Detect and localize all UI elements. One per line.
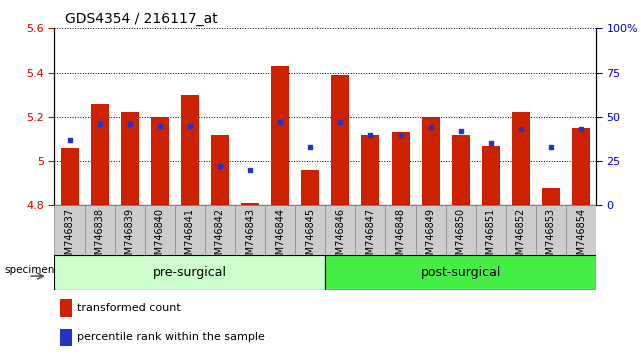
Bar (385, 205, 415, 255)
Text: GDS4354 / 216117_at: GDS4354 / 216117_at (65, 12, 218, 26)
Text: GSM746848: GSM746848 (395, 208, 406, 267)
Text: specimen: specimen (4, 265, 54, 275)
Bar (265, 205, 296, 255)
Text: GSM746853: GSM746853 (546, 208, 556, 267)
Text: GSM746843: GSM746843 (245, 208, 255, 267)
Text: GSM746837: GSM746837 (65, 208, 74, 267)
Bar (60, 329, 72, 346)
Bar (85, 205, 115, 255)
Bar (211, 135, 229, 205)
Bar (60, 148, 79, 205)
Bar (566, 205, 596, 255)
Text: GSM746841: GSM746841 (185, 208, 195, 267)
Text: GSM746845: GSM746845 (305, 208, 315, 267)
Bar (326, 205, 355, 255)
Text: GSM746839: GSM746839 (125, 208, 135, 267)
Bar (415, 205, 445, 255)
Text: percentile rank within the sample: percentile rank within the sample (77, 332, 265, 342)
Text: post-surgical: post-surgical (420, 266, 501, 279)
Bar (482, 145, 500, 205)
Bar (175, 205, 205, 255)
Bar (445, 205, 476, 255)
Bar (422, 117, 440, 205)
Bar (362, 135, 379, 205)
Bar (392, 132, 410, 205)
Bar (536, 205, 566, 255)
Text: GSM746852: GSM746852 (516, 208, 526, 267)
Bar (476, 205, 506, 255)
Bar (121, 113, 138, 205)
Bar (355, 205, 385, 255)
Bar (60, 299, 72, 317)
Bar (181, 95, 199, 205)
Bar (506, 205, 536, 255)
Bar (205, 205, 235, 255)
Text: GSM746850: GSM746850 (456, 208, 466, 267)
Bar (326, 255, 596, 290)
Bar (301, 170, 319, 205)
Text: GSM746847: GSM746847 (365, 208, 376, 267)
Text: GSM746844: GSM746844 (275, 208, 285, 267)
Bar (235, 205, 265, 255)
Bar (54, 255, 326, 290)
Bar (542, 188, 560, 205)
Bar (241, 203, 259, 205)
Bar (331, 75, 349, 205)
Text: pre-surgical: pre-surgical (153, 266, 227, 279)
Bar (115, 205, 145, 255)
Bar (296, 205, 326, 255)
Text: GSM746838: GSM746838 (95, 208, 104, 267)
Text: GSM746851: GSM746851 (486, 208, 495, 267)
Text: transformed count: transformed count (77, 303, 181, 313)
Bar (145, 205, 175, 255)
Text: GSM746854: GSM746854 (576, 208, 586, 267)
Bar (572, 128, 590, 205)
Text: GSM746840: GSM746840 (155, 208, 165, 267)
Bar (452, 135, 470, 205)
Bar (54, 205, 85, 255)
Bar (271, 66, 289, 205)
Bar (151, 117, 169, 205)
Text: GSM746846: GSM746846 (335, 208, 345, 267)
Text: GSM746842: GSM746842 (215, 208, 225, 267)
Bar (512, 113, 530, 205)
Bar (90, 103, 109, 205)
Text: GSM746849: GSM746849 (426, 208, 436, 267)
